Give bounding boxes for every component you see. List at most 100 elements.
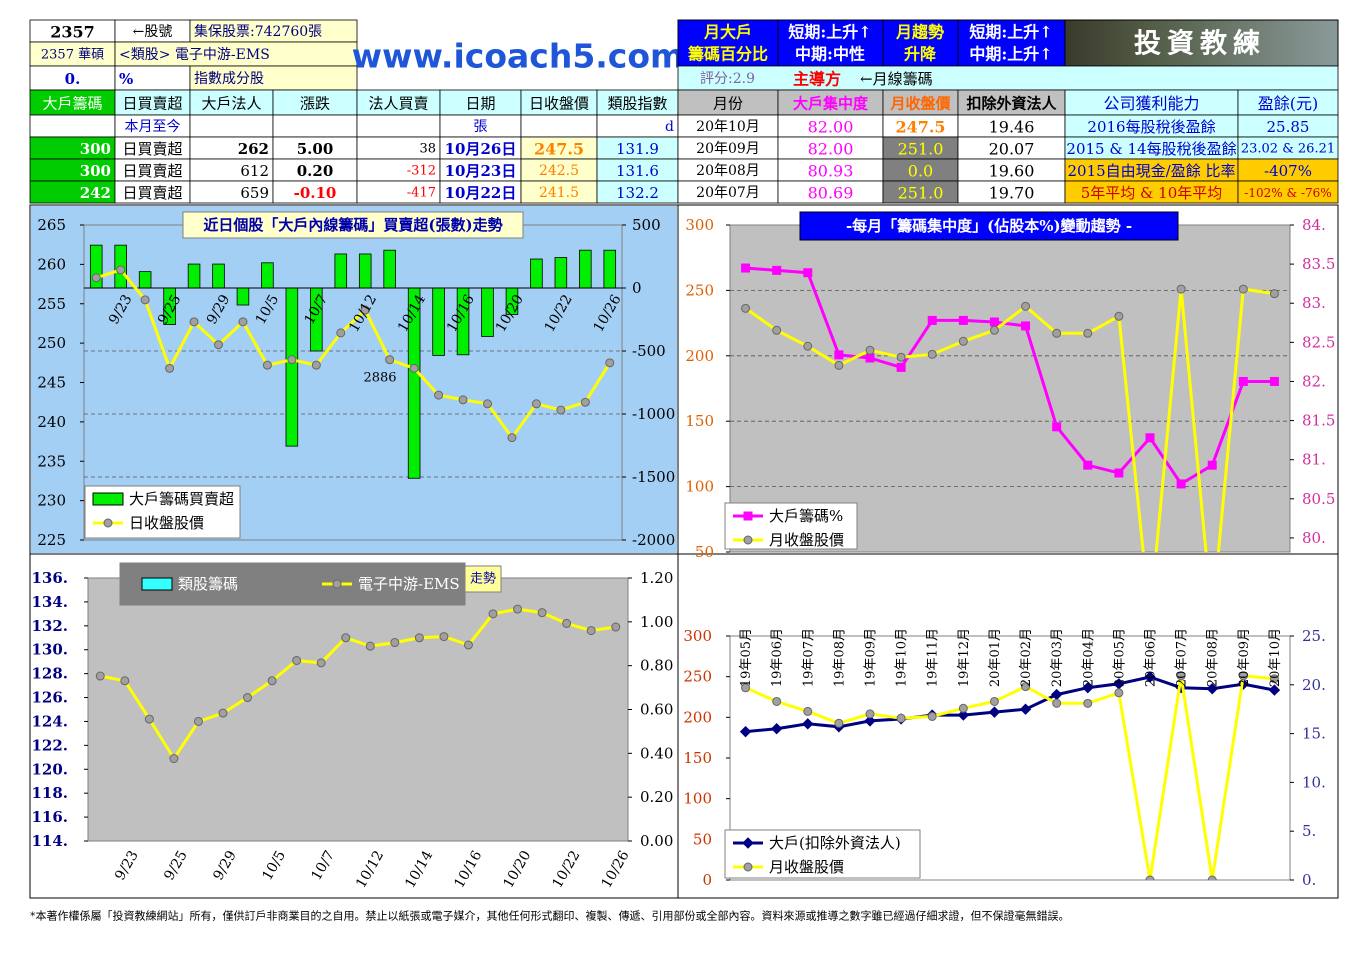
- point: [865, 709, 875, 719]
- point: [238, 317, 248, 327]
- annotation: 2886: [363, 371, 396, 386]
- table-cell: 20年08月: [696, 163, 760, 179]
- bar: [579, 249, 592, 289]
- tick-label: 83.5: [1302, 255, 1335, 273]
- x-tick-label: 20年10月: [1268, 628, 1283, 687]
- tick-label: 240: [37, 413, 66, 431]
- point: [1268, 684, 1281, 696]
- leader: 主導方: [793, 70, 841, 89]
- point: [140, 295, 150, 305]
- tick-label: 20.: [1302, 676, 1326, 694]
- trend-text: 中期:中性: [795, 45, 865, 64]
- tick-label: -1000: [632, 405, 675, 423]
- point: [803, 268, 813, 278]
- cell-text: %: [119, 70, 133, 88]
- table-cell: 241.5: [539, 185, 579, 201]
- point: [1238, 376, 1248, 386]
- bar: [138, 271, 152, 289]
- table-cell: 日買賣超: [122, 184, 182, 202]
- point: [169, 754, 179, 764]
- tick-label: 300: [685, 216, 714, 234]
- point: [409, 363, 419, 373]
- table-cell: 247.5: [895, 118, 945, 137]
- point: [958, 336, 968, 346]
- point: [414, 633, 424, 643]
- point: [1269, 289, 1279, 299]
- tick-label: 122.: [31, 736, 68, 754]
- tick-label: 250: [37, 334, 66, 352]
- tick-label: 50: [695, 543, 714, 561]
- point: [989, 696, 999, 706]
- point: [989, 317, 999, 327]
- cell-text: 指數成分股: [194, 71, 264, 87]
- tick-label: 83.: [1302, 294, 1326, 312]
- site-url: www.icoach5.com: [352, 37, 685, 76]
- point: [390, 638, 400, 648]
- tick-label: 250: [685, 281, 714, 299]
- legend-label: 月收盤股價: [769, 531, 844, 549]
- legend-label: 大戶(扣除外資法人): [769, 834, 901, 852]
- table-cell: 659: [240, 184, 269, 202]
- cell: [189, 114, 274, 138]
- leader-note: ←月線籌碼: [860, 70, 933, 88]
- table-cell: 10月26日: [445, 140, 517, 158]
- table-cell: 82.00: [808, 118, 854, 137]
- table-cell: 300: [80, 162, 111, 180]
- tick-label: 114.: [31, 832, 68, 850]
- cell-text: ←股號: [133, 24, 173, 40]
- point: [513, 604, 523, 614]
- column-header: 月份: [713, 95, 743, 113]
- table-cell: 23.02 & 26.21: [1241, 142, 1335, 157]
- point: [1269, 376, 1279, 386]
- point: [365, 641, 375, 651]
- table-cell: 0.20: [297, 162, 334, 180]
- tick-label: 150: [685, 412, 714, 430]
- cell: [1237, 89, 1339, 116]
- table-cell: 251.0: [898, 140, 944, 159]
- footer: *本著作權係屬「投資教練網站」所有，僅供訂戶非商業目的之自用。禁止以紙張或電子媒…: [30, 909, 1070, 923]
- cell: [114, 65, 191, 91]
- point: [507, 433, 517, 443]
- table-cell: 19.46: [989, 118, 1035, 137]
- point: [1052, 422, 1062, 432]
- cell: [957, 89, 1066, 116]
- column-header: 類股指數: [607, 95, 667, 113]
- point: [120, 676, 130, 686]
- tick-label: 5.: [1302, 822, 1316, 840]
- point: [1083, 698, 1093, 708]
- x-tick-label: 20年02月: [1019, 628, 1034, 687]
- bar: [383, 249, 396, 289]
- series: [741, 263, 1279, 489]
- tick-label: 130.: [31, 641, 68, 659]
- column-header: 日期: [465, 95, 495, 113]
- point: [958, 703, 968, 713]
- point: [95, 671, 105, 681]
- point: [865, 353, 875, 363]
- point: [957, 709, 970, 721]
- x-tick-label: 19年09月: [864, 628, 879, 687]
- point: [770, 723, 783, 735]
- column-header: 大戶集中度: [793, 95, 869, 113]
- line: [744, 287, 1275, 552]
- cell: [29, 41, 116, 67]
- point: [864, 715, 876, 727]
- point: [1019, 703, 1032, 715]
- point: [562, 618, 572, 628]
- tick-label: 0.60: [640, 701, 673, 719]
- point: [214, 340, 223, 350]
- point: [537, 608, 547, 618]
- point: [605, 358, 615, 368]
- x-tick-label: 19年11月: [926, 628, 941, 687]
- column-header: 大戶法人: [201, 95, 261, 113]
- point: [834, 360, 844, 370]
- plot-area: [729, 224, 1291, 553]
- x-tick-label: 20年09月: [1237, 628, 1252, 687]
- series: [741, 671, 1279, 880]
- table-cell: 300: [80, 140, 111, 158]
- table-cell: 2015自由現金/盈餘 比率: [1068, 162, 1236, 180]
- tick-label: 136.: [31, 569, 68, 587]
- table-cell: 19.60: [989, 162, 1035, 181]
- point: [332, 579, 342, 589]
- table-cell: 19.70: [989, 184, 1035, 203]
